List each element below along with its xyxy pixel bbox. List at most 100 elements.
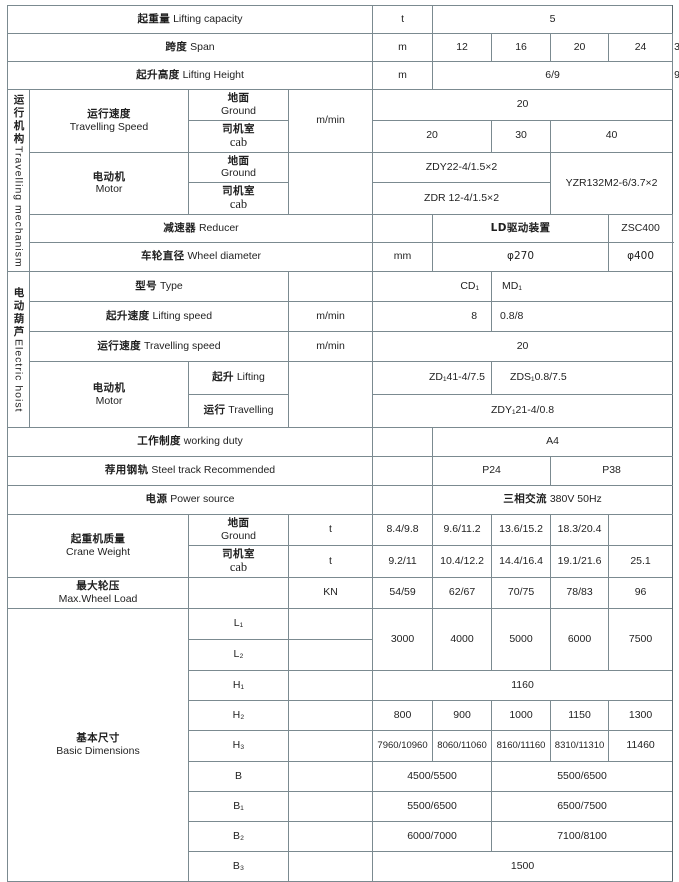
value-travelling-speed-cab-1: 30 [491, 119, 552, 153]
value-dimension-l-4: 7500 [608, 607, 674, 671]
value-span-1: 16 [491, 33, 552, 62]
value-dimension-h2-1: 900 [432, 699, 493, 731]
sub-label-en: Ground [220, 104, 257, 117]
value-span-2: 20 [550, 33, 610, 62]
row-label-cn: 最大轮压 [76, 579, 120, 592]
row-label-span: 跨度 Span [6, 33, 374, 62]
row-label-cn: 起重机质量 [70, 533, 126, 546]
value-steel-track-1: P38 [550, 456, 674, 487]
unit-cell-wheel-diameter: mm [372, 242, 434, 273]
row-label-travelling-speed: 运行速度 Travelling Speed [29, 89, 189, 153]
group-label-travelling-mechanism: 运行机构Travelling mechanism [7, 88, 30, 273]
row-label-hoist-motor: 电动机 Motor [29, 361, 189, 429]
value-dimension-b3: 1500 [372, 850, 674, 882]
value-lifting-capacity: 5 [432, 5, 674, 34]
value-reducer-1: ZSC400 [608, 214, 674, 244]
table-row-dimension-h3: H₃ 7960/10960 8060/11060 8160/11160 8310… [8, 729, 674, 762]
table-row-dimension-b2: B₂ 6000/7000 7100/8100 [8, 820, 674, 852]
row-label-cn: 车轮直径 [140, 250, 185, 263]
dimension-label-h2: H₂ [188, 699, 289, 731]
sub-label-lifting: 起升 Lifting [188, 361, 289, 396]
value-power-source-cn: 三相交流 [503, 493, 547, 506]
row-label-en: Travelling Speed [69, 120, 149, 133]
row-label-hoist-travelling-speed: 运行速度 Travelling speed [29, 331, 289, 363]
row-label-cn: 电动机 [92, 381, 126, 394]
value-dimension-h2-3: 1150 [550, 699, 610, 731]
row-label-lifting-height: 起升高度 Lifting Height [6, 61, 374, 90]
row-label-cn: 减速器 [163, 221, 197, 234]
value-dimension-h1: 1160 [372, 669, 674, 701]
value-dimension-b-1: 5500/6500 [491, 760, 674, 792]
value-max-wheel-load-4: 96 [608, 576, 674, 609]
value-travelling-motor-cab: ZDR 12-4/1.5×2 [372, 182, 552, 216]
value-reducer-text: LD驱动装置 [490, 221, 551, 234]
row-label-basic-dimensions: 基本尺寸 Basic Dimensions [7, 607, 189, 882]
table-row-hoist-type: 电动葫芦Electric hoist 型号 Type CD₁ MD₁ [7, 271, 674, 429]
value-working-duty: A4 [432, 427, 674, 458]
row-label-cn: 运行速度 [87, 108, 131, 120]
unit-cell-dimension-l2 [287, 638, 374, 671]
row-label-cn: 电动机 [92, 170, 126, 183]
row-label-en: Steel track Recommended [151, 464, 276, 477]
row-label-en: Type [159, 279, 183, 292]
group-label-vertical-text: 电动葫芦Electric hoist [12, 286, 25, 413]
sub-label-cab: 司机室 cab [188, 544, 289, 578]
sub-label-cab: 司机室 cab [188, 182, 289, 216]
row-label-travelling-motor: 电动机 Motor [29, 151, 189, 216]
sub-label-cn: 运行 [203, 404, 226, 417]
value-dimension-h3-3: 8310/11310 [550, 729, 610, 762]
unit-cell-lifting-height: m [372, 61, 434, 90]
unit-cell-dimension-b2 [287, 820, 374, 852]
unit-cell-steel-track [372, 456, 434, 487]
value-steel-track-0: P24 [432, 456, 552, 487]
sub-label-en: Ground [220, 529, 257, 542]
value-dimension-h3-2: 8160/11160 [491, 729, 552, 762]
row-label-cn: 工作制度 [137, 435, 181, 448]
dimension-label-h1: H₁ [188, 669, 289, 701]
value-crane-weight-cab-0: 9.2/11 [372, 544, 434, 578]
row-label-reducer: 减速器 Reducer [28, 214, 374, 244]
dimension-label-l2: L₂ [188, 638, 289, 671]
table-row-crane-weight-ground: 起重机质量 Crane Weight 地面 Ground t 8.4/9.8 9… [7, 514, 674, 578]
unit-cell-travelling-speed: m/min [287, 89, 374, 153]
value-dimension-b2-0: 6000/7000 [372, 820, 493, 852]
value-dimension-l-3: 6000 [550, 607, 610, 671]
row-label-cn: 起升速度 [105, 309, 150, 322]
group-label-en: Electric hoist [12, 338, 25, 413]
value-crane-weight-ground-2: 13.6/15.2 [491, 514, 552, 546]
row-label-en: Reducer [198, 221, 239, 234]
unit-cell-dimension-h3 [287, 729, 374, 762]
row-label-cn: 荐用钢轨 [104, 464, 149, 477]
unit-cell-span: m [372, 33, 434, 62]
sub-label-en: cab [229, 559, 248, 574]
unit-cell-hoist-lifting-speed: m/min [287, 301, 374, 333]
row-label-wheel-diameter: 车轮直径 Wheel diameter [28, 242, 374, 273]
row-label-en: Basic Dimensions [56, 744, 140, 757]
dimension-label-b3: B₃ [188, 850, 289, 882]
group-label-en: Travelling mechanism [12, 145, 25, 268]
crane-specification-sheet: 起重量 Lifting capacity t 5 跨度 Span m 12 16… [0, 5, 679, 882]
unit-cell-dimension-l1 [287, 607, 374, 640]
specification-table: 起重量 Lifting capacity t 5 跨度 Span m 12 16… [6, 5, 679, 882]
row-label-cn: 电源 [145, 493, 168, 506]
row-label-working-duty: 工作制度 working duty [6, 427, 374, 458]
row-label-cn: 跨度 [165, 40, 188, 53]
sub-label-cn: 司机室 [222, 548, 255, 560]
unit-cell-reducer [372, 214, 434, 244]
value-wheel-diameter-1: φ400 [608, 242, 674, 273]
value-dimension-h3-1: 8060/11060 [432, 729, 493, 762]
row-label-lifting-capacity: 起重量 Lifting capacity [6, 5, 374, 34]
unit-cell-working-duty [372, 427, 434, 458]
value-crane-weight-cab-3: 19.1/21.6 [550, 544, 610, 578]
table-row-travelling-speed-cab: 司机室 cab 20 30 40 [8, 119, 674, 153]
row-label-en: Lifting speed [152, 309, 213, 322]
sub-label-cn: 司机室 [222, 185, 255, 198]
value-crane-weight-cab-4: 25.1 [608, 544, 674, 578]
row-label-max-wheel-load: 最大轮压 Max.Wheel Load [7, 576, 189, 609]
group-label-cn: 电动葫芦 [12, 286, 25, 339]
sub-label-cab: 司机室 cab [188, 119, 289, 153]
sub-label-ground: 地面 Ground [188, 89, 289, 121]
sub-label-cn: 地面 [227, 154, 250, 167]
value-hoist-lifting-speed-a: 8 [372, 301, 493, 333]
row-label-en: Lifting Height [182, 68, 244, 81]
